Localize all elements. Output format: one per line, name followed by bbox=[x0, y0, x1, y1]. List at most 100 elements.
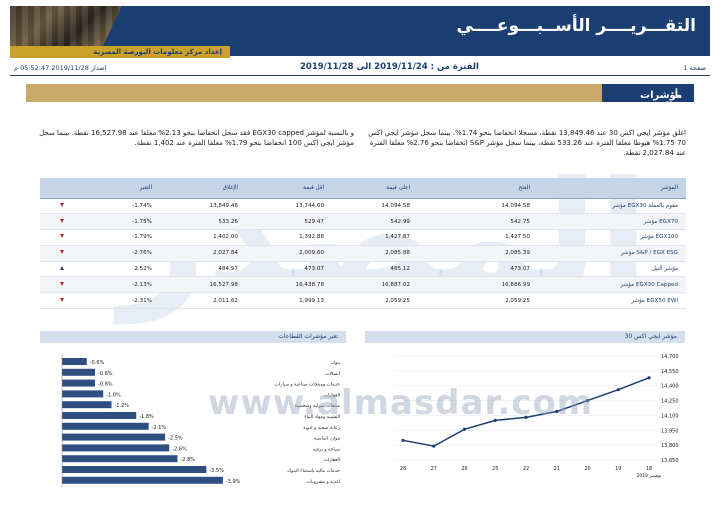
sector-bar bbox=[62, 379, 95, 387]
egx30-point bbox=[616, 388, 620, 392]
down-triangle-icon bbox=[60, 297, 64, 302]
change-direction-cell bbox=[40, 198, 100, 215]
egx30-point bbox=[493, 418, 497, 422]
egx30-point bbox=[585, 398, 590, 403]
x-tick-label: 25 bbox=[492, 466, 498, 472]
egx30-point bbox=[524, 415, 528, 420]
cell-low: 16,438.78 bbox=[246, 276, 332, 294]
sector-category-label: العقارات bbox=[324, 393, 340, 398]
sector-bar bbox=[62, 422, 149, 430]
change-direction-cell bbox=[40, 261, 100, 278]
col-open: الفتح bbox=[418, 178, 538, 199]
table-row: 2.52% 484.97 473.07 485.12 473.07 مؤشر النيل bbox=[40, 261, 686, 278]
sector-bar bbox=[62, 455, 178, 463]
cell-high: 16,887.02 bbox=[332, 276, 418, 294]
y-tick-label: 14,700 bbox=[661, 354, 679, 360]
cell-low: 473.07 bbox=[246, 261, 332, 278]
sector-value-label: -0.8% bbox=[98, 382, 113, 388]
cell-low: 1,392.88 bbox=[246, 229, 332, 246]
cell-name: مؤشر EGX100 bbox=[538, 229, 686, 246]
report-title: التقـــريــــر الأســبـــوعــــي bbox=[456, 16, 696, 36]
sector-value-label: -2.1% bbox=[152, 425, 167, 431]
cell-low: 2,009.60 bbox=[246, 245, 332, 262]
cell-name: مؤشر EGX70 bbox=[538, 213, 686, 231]
table-row: -1.79% 1,402.00 1,392.88 1,427.87 1,427.50 مؤ… bbox=[40, 229, 686, 246]
sector-bar bbox=[62, 476, 223, 484]
sector-category-label: التشييد ومواد البناء bbox=[304, 415, 340, 420]
cell-close: 484.97 bbox=[160, 261, 246, 278]
col-high: اعلى قيمة bbox=[332, 178, 418, 199]
egx30-series-line bbox=[402, 377, 650, 447]
cell-low: 529.47 bbox=[246, 213, 332, 231]
cell-close: 2,027.84 bbox=[160, 245, 246, 262]
x-tick-label: 19 bbox=[615, 466, 621, 472]
sector-bar bbox=[62, 358, 87, 365]
change-direction-cell bbox=[40, 276, 100, 294]
sector-value-label: -0.8% bbox=[98, 371, 113, 377]
down-triangle-icon bbox=[60, 234, 64, 239]
table-row: -1.74% 13,849.46 13,744.60 14,094.58 14,094.… bbox=[40, 198, 686, 215]
sector-value-label: -2.6% bbox=[172, 446, 187, 452]
sector-category-label: رعاية صحية و ادوية bbox=[303, 426, 340, 431]
down-triangle-icon bbox=[60, 218, 64, 223]
cell-high: 542.99 bbox=[332, 213, 418, 231]
cell-high: 14,094.58 bbox=[332, 198, 418, 215]
cell-high: 2,059.25 bbox=[332, 292, 418, 310]
cell-close: 1,402.00 bbox=[160, 229, 246, 246]
y-tick-label: 14,250 bbox=[661, 399, 679, 405]
report-subtitle: إعداد مركز معلومات البورصة المصرية bbox=[93, 48, 222, 56]
cell-change: -2.31% bbox=[100, 292, 160, 310]
section-title-box: أ. مؤشرات السوق bbox=[602, 84, 694, 112]
egx30-point bbox=[647, 376, 651, 380]
cell-change: 2.52% bbox=[100, 261, 160, 278]
sector-value-label: -2.5% bbox=[168, 436, 183, 442]
sector-value-label: -3.5% bbox=[209, 468, 224, 474]
cell-open: 2,059.25 bbox=[418, 292, 538, 310]
col-index-name: المؤشر bbox=[538, 178, 686, 199]
sector-category-label: العقارات bbox=[324, 458, 340, 463]
sector-category-label: اتصالات bbox=[325, 372, 340, 377]
x-tick-label: 27 bbox=[431, 466, 437, 472]
section-number: أ. bbox=[674, 90, 682, 101]
cell-open: 473.07 bbox=[418, 261, 538, 278]
sector-bar bbox=[62, 368, 95, 376]
y-tick-label: 13,800 bbox=[661, 443, 679, 449]
cell-name: مؤشر S&P / EGX ESG bbox=[538, 245, 686, 262]
cell-open: 14,094.58 bbox=[418, 198, 538, 215]
report-subtitle-bar: إعداد مركز معلومات البورصة المصرية bbox=[10, 46, 230, 58]
x-tick-label: 22 bbox=[523, 466, 529, 472]
change-direction-cell bbox=[40, 229, 100, 246]
table-header-row: التغير الإغلاق اقل قيمة اعلى قيمة الفتح … bbox=[40, 178, 686, 199]
down-triangle-icon bbox=[60, 281, 64, 286]
table-row: -2.13% 16,527.98 16,438.78 16,887.02 16,886.… bbox=[40, 276, 686, 294]
info-divider bbox=[10, 75, 710, 76]
sector-category-label: بنوك bbox=[331, 361, 340, 366]
x-tick-label: 26 bbox=[461, 466, 467, 472]
cell-close: 13,849.46 bbox=[160, 198, 246, 215]
col-low: اقل قيمة bbox=[246, 178, 332, 199]
col-change: التغير bbox=[100, 178, 160, 199]
sector-change-chart: -0.6% بنوك -0.8% اتصالات -0.8% خدمات ومنتجات … bbox=[61, 354, 341, 488]
cell-close: 16,527.98 bbox=[160, 276, 246, 294]
sector-category-label: خدمات ومنتجات صناعية و سيارات bbox=[275, 383, 341, 388]
change-direction-cell bbox=[40, 292, 100, 310]
y-tick-label: 14,400 bbox=[661, 384, 679, 390]
cell-name: مؤشر النيل bbox=[538, 261, 686, 278]
summary-paragraph-right: اغلق مؤشر ايجي اكس 30 عند 13,849.46 نقطة… bbox=[368, 129, 686, 157]
x-tick-label: 18 bbox=[646, 466, 652, 472]
col-close: الإغلاق bbox=[160, 178, 246, 199]
sector-bar bbox=[62, 412, 137, 419]
y-tick-label: 13,950 bbox=[661, 428, 679, 434]
egx30-point bbox=[555, 409, 559, 414]
cell-open: 2,085.39 bbox=[418, 245, 538, 262]
x-tick-label: 21 bbox=[554, 466, 560, 472]
cell-change: -1.74% bbox=[100, 198, 160, 215]
change-direction-cell bbox=[40, 245, 100, 262]
sector-category-label: منتجات منزلية وشخصية bbox=[295, 404, 341, 409]
sector-category-label: موارد اساسية bbox=[314, 437, 341, 442]
sector-value-label: -1.0% bbox=[106, 392, 121, 398]
table-row: -2.76% 2,027.84 2,009.60 2,085.88 2,085.39 مؤ… bbox=[40, 245, 686, 262]
col-change-arrow bbox=[40, 178, 100, 199]
sector-value-label: -1.8% bbox=[139, 414, 154, 420]
egx30-point bbox=[462, 427, 467, 431]
